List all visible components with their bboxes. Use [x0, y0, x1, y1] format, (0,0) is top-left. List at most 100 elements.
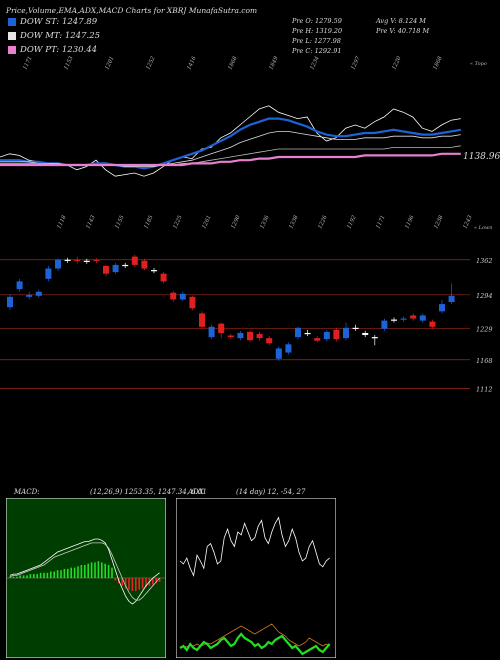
candle-body [131, 256, 138, 265]
candle-body [429, 321, 436, 327]
macd-title: MACD: [14, 488, 40, 496]
candle-body [179, 293, 186, 300]
candle-top-label: « Lown [474, 225, 492, 231]
macd-chart [6, 498, 166, 658]
adx-line [179, 516, 330, 577]
ema-top-tick-label: 1201 [104, 56, 115, 71]
candle-body [256, 334, 263, 339]
adx-background [176, 498, 336, 658]
stat-avg-volume: Avg V: 8.124 M [376, 17, 426, 25]
macd-params: (12,26,9) 1253.35, 1247.34, 6.01 [90, 488, 207, 496]
price-axis-label: 1168 [476, 357, 493, 365]
candle-body [410, 315, 417, 319]
candle-top-tick-label: 1118 [56, 215, 68, 230]
candle-body [35, 291, 42, 296]
candle-body [333, 329, 340, 340]
candle-body [160, 273, 167, 282]
adx-plus-di-line [179, 632, 331, 656]
stat-low: Pre L: 1277.98 [292, 37, 341, 45]
candle-body [304, 332, 311, 335]
legend-item-dow-mt: DOW MT: 1247.25 [8, 31, 100, 41]
ema-last-value: 1138.96 [463, 152, 500, 162]
candle-body [74, 259, 81, 261]
candle-top-tick-label: 1171 [375, 215, 386, 230]
candle-top-tick-label: 1196 [404, 215, 416, 230]
candle-body [199, 313, 205, 327]
candle-body [295, 327, 301, 338]
candle-body [122, 264, 129, 267]
stat-open: Pre O: 1279.59 [292, 17, 342, 25]
legend-swatch-pt [8, 46, 16, 54]
adx-chart [176, 498, 336, 658]
candle-top-tick-label: 1143 [85, 215, 97, 230]
candle-body [189, 296, 196, 309]
ema-top-tick-label: 1220 [391, 55, 403, 71]
stat-high: Pre H: 1319.20 [292, 27, 343, 35]
price-axis-label: 1294 [476, 292, 493, 300]
candle-body [112, 264, 119, 273]
volume-stats: Avg V: 8.124 M Pre V: 40.718 M [376, 16, 429, 36]
candle-body [141, 260, 148, 269]
candle-body [227, 335, 234, 338]
candle-body [343, 327, 349, 339]
price-axis-label: 1362 [476, 257, 493, 265]
candle-body [16, 281, 23, 290]
ema-top-tick-label: 1234 [309, 55, 321, 71]
candle-panel: « Lown 1118 1143 1155 1185 1225 1261 1290 1336 1… [0, 215, 493, 394]
candle-top-tick-label: 1238 [433, 215, 445, 230]
price-axis-label: 1229 [476, 325, 493, 333]
candle-top-tick-label: 1185 [143, 215, 155, 230]
candle-body [218, 323, 225, 333]
price-axis-label: 1112 [476, 386, 493, 394]
chart-title: Price,Volume,EMA,ADX,MACD Charts for XBR… [6, 6, 258, 15]
stat-prev-volume: Pre V: 40.718 M [376, 27, 430, 35]
candle-top-tick-label: 1338 [288, 215, 300, 230]
ema-series-line [0, 152, 461, 167]
ema-top-tick-label: 1153 [63, 55, 75, 71]
candle-top-tick-label: 1290 [230, 215, 242, 230]
candle-top-tick-label: 1243 [462, 215, 474, 230]
candle-top-tick-label: 1155 [114, 215, 126, 230]
ema-panel: « Topo 1138.96 1171 1153 1201 1252 1416 1868 1… [0, 55, 500, 177]
ema-top-tick-label: 1849 [268, 55, 280, 71]
candle-top-tick-label: 1261 [201, 215, 212, 230]
candle-body [285, 344, 292, 353]
adx-minus-di-line [179, 623, 330, 649]
candle-body [448, 295, 455, 303]
candle-body [323, 331, 330, 340]
candle-top-tick-label: 1225 [172, 215, 184, 230]
candle-body [237, 332, 244, 339]
candle-body [371, 337, 378, 339]
candle-body [419, 315, 426, 321]
candle-body [314, 338, 321, 341]
candle-body [275, 348, 282, 359]
candle-body [93, 259, 100, 261]
price-stats: Pre O: 1279.59 Pre H: 1319.20 Pre L: 127… [292, 16, 342, 56]
candle-top-tick-label: 1192 [346, 215, 358, 230]
candle-body [400, 318, 407, 320]
candle-body [362, 332, 369, 336]
ema-top-label: « Topo [470, 61, 487, 67]
ema-top-tick-label: 1868 [227, 55, 239, 71]
ema-top-tick-label: 1868 [432, 55, 444, 71]
ema-top-tick-label: 1297 [350, 55, 362, 71]
legend: DOW ST: 1247.89 DOW MT: 1247.25 DOW PT: … [8, 17, 100, 55]
candle-body [26, 294, 33, 297]
adx-title: ADX [188, 488, 204, 496]
macd-line [9, 538, 160, 605]
legend-swatch-mt [8, 32, 16, 40]
candle-body [352, 327, 359, 330]
ema-top-tick-label: 1416 [186, 55, 198, 71]
candle-body [170, 292, 177, 300]
candle-body [45, 268, 52, 279]
candle-body [83, 260, 90, 262]
candle-body [381, 320, 388, 329]
candle-body [55, 259, 61, 269]
candle-body [208, 326, 215, 338]
ema-series-line [0, 105, 461, 177]
candle-body [391, 319, 397, 321]
candle-body [7, 296, 13, 308]
candle-body [64, 259, 71, 261]
candle-body [266, 338, 273, 344]
legend-swatch-st [8, 18, 16, 26]
